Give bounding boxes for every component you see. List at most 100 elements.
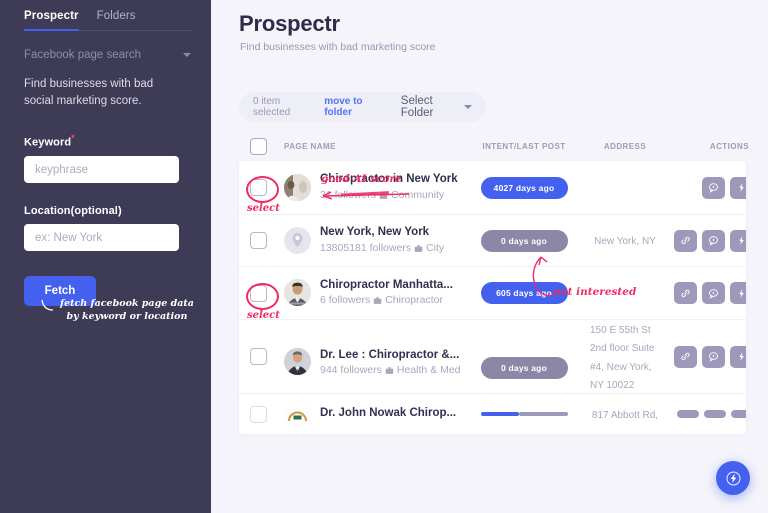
- message-icon[interactable]: [702, 229, 725, 252]
- action-placeholder: [677, 410, 699, 418]
- intent-cell: [466, 412, 582, 416]
- select-folder-dropdown[interactable]: Select Folder: [401, 95, 472, 119]
- annotation-curve-not-interested: [532, 256, 554, 297]
- avatar: [284, 400, 311, 428]
- status-badge: 0 days ago: [480, 356, 568, 379]
- location-label: Location(optional): [24, 205, 122, 217]
- fetch-button[interactable]: Fetch: [24, 276, 96, 306]
- map-pin-avatar: [292, 232, 303, 247]
- address-cell: New York, NY: [582, 231, 668, 249]
- tab-folders[interactable]: Folders: [96, 10, 136, 22]
- table-row[interactable]: New York, New York 13805181 followers Ci…: [239, 215, 746, 267]
- lightning-circle-icon: [725, 470, 741, 486]
- category: Chiropractor: [385, 294, 443, 307]
- annotation-line-1: fetch facebook page data: [60, 298, 194, 309]
- page-title: Prospectr: [239, 11, 340, 36]
- actions-cell: [668, 282, 746, 304]
- annotation-arrow-icon: [41, 299, 54, 311]
- page-name-text: Chiropractor Manhatta... 6 followers Chi…: [320, 278, 453, 308]
- column-header-actions: ACTIONS: [709, 142, 749, 151]
- page-meta: 13805181 followers City: [320, 241, 444, 256]
- lightning-icon[interactable]: [730, 229, 746, 252]
- status-badge: 605 days ago: [480, 282, 568, 304]
- annotation-fetch-hint: fetch facebook page data by keyword or l…: [40, 298, 194, 324]
- page-name-text: Chiropractor in New York 31 followers Co…: [320, 172, 458, 202]
- sidebar-tabs: Prospectr Folders: [0, 0, 211, 31]
- chiropractor-photo-avatar: [284, 173, 311, 201]
- table-row[interactable]: Chiropractor in New York 31 followers Co…: [239, 161, 746, 215]
- chevron-down-icon: [183, 53, 191, 57]
- page-name-cell: Dr. Lee : Chiropractor &... 944 follower…: [284, 335, 466, 378]
- table-row[interactable]: Chiropractor Manhatta... 6 followers Chi…: [239, 267, 746, 320]
- row-checkbox[interactable]: [250, 179, 267, 196]
- briefcase-icon: [385, 367, 394, 375]
- keyword-label: Keyword*: [24, 133, 187, 149]
- category: Community: [391, 188, 445, 201]
- page-meta: 6 followers Chiropractor: [320, 293, 453, 308]
- move-to-folder-link[interactable]: move to folder: [324, 96, 363, 118]
- column-header-page-name: PAGE NAME: [284, 142, 336, 151]
- location-input[interactable]: [24, 224, 179, 251]
- search-type-dropdown[interactable]: Facebook page search: [24, 49, 191, 61]
- table-row[interactable]: Dr. Lee : Chiropractor &... 944 follower…: [239, 320, 746, 394]
- message-icon[interactable]: [702, 345, 725, 368]
- main-content: Prospectr Find businesses with bad marke…: [211, 0, 768, 513]
- briefcase-icon: [414, 244, 423, 252]
- page-name: New York, New York: [320, 226, 430, 239]
- followers-count: 13805181 followers: [320, 241, 412, 254]
- page-name-cell: Chiropractor in New York 31 followers Co…: [284, 172, 466, 202]
- lightning-icon[interactable]: [730, 282, 746, 304]
- lightning-icon[interactable]: [730, 176, 746, 199]
- message-icon[interactable]: [702, 282, 725, 304]
- row-select-cell: [250, 405, 284, 423]
- tab-prospectr[interactable]: Prospectr: [24, 10, 79, 22]
- address: New York, NY: [594, 236, 656, 248]
- row-checkbox[interactable]: [250, 405, 267, 423]
- page-name-cell: Chiropractor Manhatta... 6 followers Chi…: [284, 278, 466, 308]
- doctor-suit-avatar: [284, 347, 311, 375]
- avatar: [284, 226, 311, 254]
- required-marker: *: [71, 133, 75, 144]
- row-checkbox[interactable]: [250, 232, 267, 249]
- table-header-row: PAGE NAME INTENT/LAST POST ADDRESS ACTIO…: [239, 132, 749, 161]
- actions-cell: [668, 410, 746, 418]
- page-name: Chiropractor Manhatta...: [320, 278, 453, 291]
- message-icon[interactable]: [702, 176, 725, 199]
- followers-count: 6 followers: [320, 294, 371, 307]
- address-cell: 817 Abbott Rd,: [582, 405, 668, 423]
- address-cell: 150 E 55th St 2nd floor Suite #4, New Yo…: [582, 320, 668, 393]
- select-all-cell: [250, 138, 284, 155]
- keyword-input[interactable]: [24, 156, 179, 183]
- column-header-address: ADDRESS: [603, 142, 647, 151]
- avatar: [284, 279, 311, 307]
- link-icon[interactable]: [674, 282, 697, 304]
- intent-cell: 0 days ago: [466, 335, 582, 379]
- sidebar: Prospectr Folders Facebook page search F…: [0, 0, 211, 513]
- row-select-cell: [250, 179, 284, 196]
- selection-toolbar: 0 item selected move to folder Select Fo…: [239, 92, 486, 122]
- row-checkbox[interactable]: [250, 348, 267, 365]
- page-name-text: Dr. John Nowak Chirop...: [320, 406, 456, 422]
- action-placeholder: [704, 410, 726, 418]
- select-all-checkbox[interactable]: [250, 138, 267, 155]
- intent-loading-bar: [480, 412, 568, 416]
- link-icon[interactable]: [674, 229, 697, 252]
- table-row[interactable]: Dr. John Nowak Chirop... 817 Abbott Rd,: [239, 394, 746, 434]
- address: 817 Abbott Rd,: [591, 409, 659, 421]
- boost-fab-button[interactable]: [716, 461, 750, 495]
- lightning-icon[interactable]: [730, 345, 746, 368]
- row-select-cell: [250, 348, 284, 365]
- chevron-down-icon: [464, 105, 472, 109]
- annotation-arrow-good-score: [322, 191, 410, 200]
- category: City: [426, 241, 445, 254]
- link-icon[interactable]: [674, 345, 697, 368]
- intent-cell: 0 days ago: [466, 229, 582, 252]
- column-header-intent: INTENT/LAST POST: [482, 142, 566, 151]
- actions-cell: [668, 345, 746, 368]
- table-body: Chiropractor in New York 31 followers Co…: [239, 161, 746, 434]
- page-name-text: New York, New York 13805181 followers Ci…: [320, 225, 444, 255]
- logo-arch-avatar: [284, 400, 311, 428]
- page-name-text: Dr. Lee : Chiropractor &... 944 follower…: [320, 348, 461, 378]
- avatar: [284, 173, 311, 201]
- row-checkbox[interactable]: [250, 284, 267, 302]
